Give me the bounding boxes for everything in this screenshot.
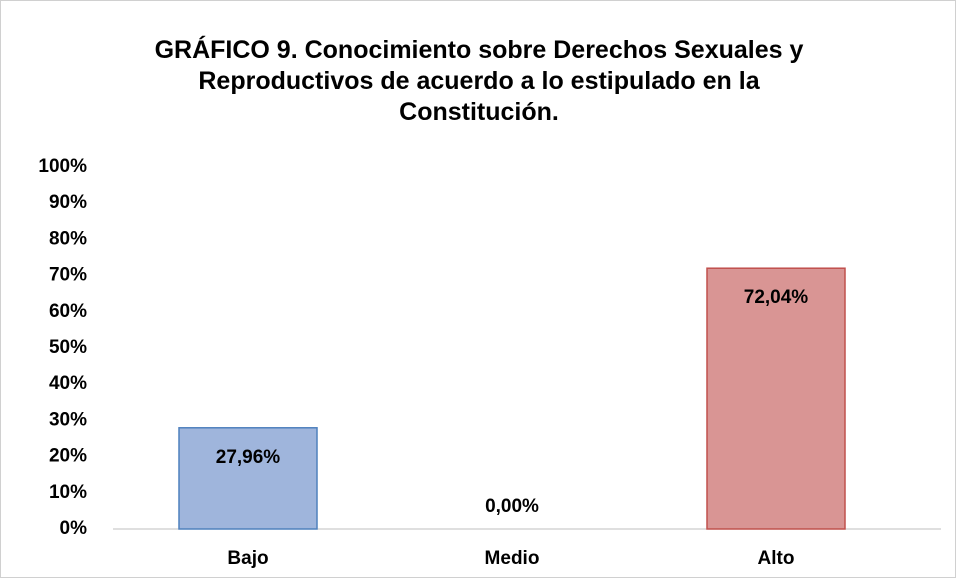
y-tick-label: 60% [49,301,87,322]
y-tick-label: 10% [49,482,87,503]
y-tick-label: 80% [49,228,87,249]
chart-title: GRÁFICO 9. Conocimiento sobre Derechos S… [154,36,804,126]
y-tick-label: 50% [49,337,87,358]
x-tick-label: Medio [485,548,540,569]
y-tick-label: 0% [60,518,88,539]
y-tick-label: 70% [49,265,87,286]
x-tick-label: Bajo [227,548,268,569]
y-tick-label: 30% [49,409,87,430]
data-label: 72,04% [744,287,809,308]
x-tick-label: Alto [758,548,795,569]
data-label: 0,00% [485,496,539,517]
bar [178,427,318,530]
bar [706,267,846,530]
y-tick-label: 90% [49,192,87,213]
y-tick-label: 20% [49,446,87,467]
y-tick-label: 100% [38,156,87,177]
data-label: 27,96% [216,447,281,468]
y-tick-label: 40% [49,373,87,394]
